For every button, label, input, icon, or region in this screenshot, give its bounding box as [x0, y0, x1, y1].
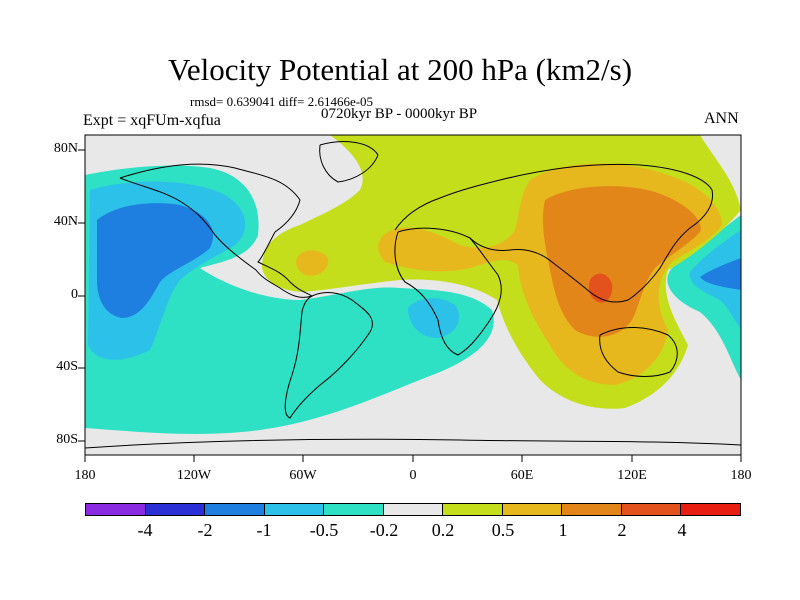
colorbar-label: 4 [677, 520, 687, 540]
lat-label: 40N [53, 214, 78, 229]
colorbar-swatch [145, 504, 206, 515]
colorbar-label: -0.5 [309, 520, 339, 540]
lat-label: 80N [53, 141, 78, 156]
colorbar-label: 2 [617, 520, 627, 540]
lon-label: 120W [176, 468, 212, 483]
greenland-coast [319, 141, 379, 183]
colorbar-label: -1 [256, 520, 272, 540]
lon-label: 120E [617, 468, 647, 483]
map-title: Velocity Potential at 200 hPa (km2/s) [167, 52, 633, 87]
colorbar-swatch [86, 504, 146, 515]
colorbar-swatch [324, 504, 384, 515]
eurasia-coast [394, 163, 714, 303]
colorbar-swatch [562, 504, 622, 515]
stats-text: rmsd= 0.639041 diff= 2.61466e-05 [190, 94, 374, 109]
lat-label: 0 [71, 287, 78, 302]
negative-region-strong-east [700, 258, 741, 290]
season-label: ANN [704, 110, 739, 127]
colorbar-swatch [443, 504, 503, 515]
period-text: 0720kyr BP - 0000kyr BP [321, 106, 478, 122]
axis-ticks [78, 149, 742, 462]
coastlines [85, 141, 741, 449]
colorbar-swatch [383, 504, 444, 515]
colorbar-swatch [621, 504, 682, 515]
lon-label: 180 [74, 468, 96, 483]
colorbar-label: 0.2 [431, 520, 455, 540]
colorbar-swatch [205, 504, 265, 515]
lat-label: 80S [56, 432, 78, 447]
positive-region-strong [542, 186, 701, 337]
north-america-coast [119, 163, 314, 298]
colorbar-swatch [681, 504, 741, 515]
negative-region-mid-atlantic [408, 298, 459, 338]
experiment-label: Expt = xqFUm-xqfua [83, 112, 221, 129]
lon-label: 180 [730, 468, 752, 483]
colorbar-label: 0.5 [491, 520, 515, 540]
contour-field [85, 135, 741, 455]
positive-region-mid-carib [296, 250, 329, 276]
lon-label: 60E [510, 468, 534, 483]
antarctica-coast [85, 438, 741, 449]
colorbar-label: -4 [137, 520, 153, 540]
colorbar-swatch [264, 504, 325, 515]
australia-coast [599, 327, 678, 377]
lon-label: 60W [289, 468, 317, 483]
colorbar-label: -0.2 [369, 520, 399, 540]
negative-region-strong [97, 203, 214, 318]
colorbar [85, 503, 741, 516]
south-america-coast [284, 292, 373, 419]
lat-label: 40S [56, 359, 78, 374]
lon-label: 0 [409, 468, 417, 483]
colorbar-label: -2 [197, 520, 213, 540]
colorbar-swatch [502, 504, 563, 515]
colorbar-label: 1 [558, 520, 568, 540]
